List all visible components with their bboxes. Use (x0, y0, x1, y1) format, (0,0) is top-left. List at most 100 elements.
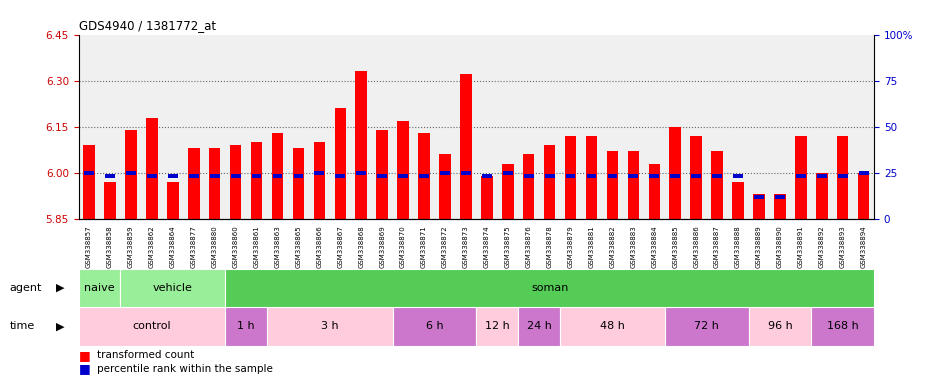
Bar (796, 174, 806, 178)
Bar (670, 127, 681, 219)
Bar (649, 174, 660, 178)
Text: 6 h: 6 h (426, 321, 443, 331)
Bar (392, 307, 476, 346)
Bar (690, 136, 702, 219)
Bar (775, 195, 784, 199)
Bar (796, 136, 807, 219)
Bar (586, 136, 598, 219)
Bar (439, 154, 450, 219)
Bar (838, 174, 847, 178)
Bar (335, 108, 346, 219)
Bar (105, 182, 116, 219)
Bar (419, 174, 429, 178)
Bar (225, 269, 874, 307)
Bar (314, 142, 325, 219)
Bar (754, 195, 764, 199)
Bar (355, 71, 367, 219)
Bar (146, 118, 157, 219)
Text: soman: soman (531, 283, 568, 293)
Bar (79, 307, 225, 346)
Bar (607, 151, 618, 219)
Bar (230, 145, 241, 219)
Bar (811, 307, 874, 346)
Bar (167, 182, 179, 219)
Bar (461, 171, 471, 175)
Bar (544, 145, 555, 219)
Bar (481, 176, 493, 219)
Text: time: time (9, 321, 34, 331)
Bar (314, 171, 325, 175)
Bar (734, 174, 743, 178)
Bar (376, 130, 388, 219)
Bar (398, 121, 409, 219)
Text: 3 h: 3 h (321, 321, 339, 331)
Bar (293, 174, 303, 178)
Bar (210, 174, 219, 178)
Bar (857, 173, 869, 219)
Bar (817, 174, 827, 178)
Bar (126, 171, 136, 175)
Bar (336, 174, 345, 178)
Bar (292, 148, 304, 219)
Bar (608, 174, 617, 178)
Bar (272, 133, 283, 219)
Bar (188, 148, 200, 219)
Bar (251, 142, 263, 219)
Bar (858, 171, 869, 175)
Bar (147, 174, 157, 178)
Bar (628, 151, 639, 219)
Text: GDS4940 / 1381772_at: GDS4940 / 1381772_at (79, 19, 216, 32)
Text: 168 h: 168 h (827, 321, 858, 331)
Bar (209, 148, 220, 219)
Text: agent: agent (9, 283, 42, 293)
Bar (189, 174, 199, 178)
Text: ■: ■ (79, 349, 91, 362)
Bar (398, 174, 408, 178)
Bar (225, 307, 267, 346)
Bar (711, 151, 722, 219)
Bar (84, 171, 94, 175)
Bar (105, 174, 115, 178)
Bar (273, 174, 282, 178)
Text: ▶: ▶ (56, 321, 64, 331)
Bar (561, 307, 665, 346)
Text: 24 h: 24 h (526, 321, 551, 331)
Text: naive: naive (84, 283, 115, 293)
Bar (418, 133, 430, 219)
Bar (523, 154, 535, 219)
Bar (356, 171, 366, 175)
Bar (230, 174, 240, 178)
Bar (125, 130, 137, 219)
Bar (748, 307, 811, 346)
Bar (377, 174, 387, 178)
Text: transformed count: transformed count (97, 350, 194, 360)
Bar (440, 171, 450, 175)
Text: control: control (132, 321, 171, 331)
Bar (665, 307, 748, 346)
Bar (565, 136, 576, 219)
Bar (482, 174, 492, 178)
Bar (628, 174, 638, 178)
Bar (460, 74, 472, 219)
Bar (691, 174, 701, 178)
Text: ▶: ▶ (56, 283, 64, 293)
Bar (648, 164, 660, 219)
Text: 72 h: 72 h (695, 321, 719, 331)
Bar (524, 174, 534, 178)
Text: vehicle: vehicle (153, 283, 192, 293)
Text: percentile rank within the sample: percentile rank within the sample (97, 364, 273, 374)
Text: ■: ■ (79, 362, 91, 375)
Bar (267, 307, 392, 346)
Bar (252, 174, 262, 178)
Bar (503, 171, 512, 175)
Bar (671, 174, 680, 178)
Bar (733, 182, 744, 219)
Bar (712, 174, 722, 178)
Bar (83, 145, 95, 219)
Bar (502, 164, 513, 219)
Bar (566, 174, 575, 178)
Bar (816, 173, 828, 219)
Bar (79, 269, 120, 307)
Text: 96 h: 96 h (768, 321, 793, 331)
Bar (545, 174, 555, 178)
